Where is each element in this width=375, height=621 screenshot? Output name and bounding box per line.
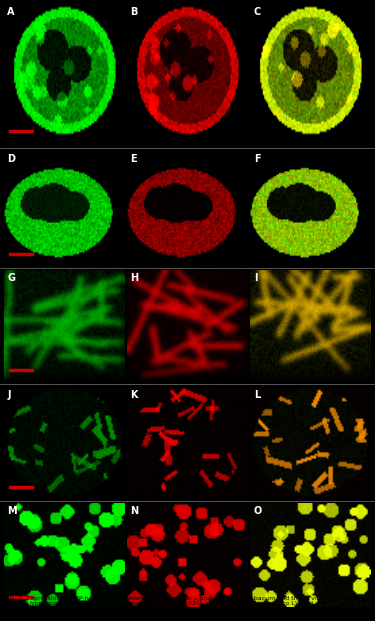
- Text: F: F: [254, 153, 260, 163]
- Text: E: E: [130, 153, 137, 163]
- Text: O: O: [254, 506, 262, 516]
- Text: D: D: [8, 153, 15, 163]
- Text: M: M: [8, 506, 17, 516]
- Text: L: L: [254, 390, 260, 400]
- Text: N: N: [130, 506, 139, 516]
- Text: A: A: [8, 7, 15, 17]
- Text: H: H: [130, 273, 139, 283]
- Text: G: G: [8, 273, 15, 283]
- Text: FIG. 2. Expression of GFP-fused P75 deletion mutants in plant protoplasts. N. ta: FIG. 2. Expression of GFP-fused P75 dele…: [4, 596, 361, 612]
- Text: J: J: [8, 390, 11, 400]
- Text: B: B: [130, 7, 138, 17]
- Text: I: I: [254, 273, 257, 283]
- Text: C: C: [254, 7, 261, 17]
- Text: K: K: [130, 390, 138, 400]
